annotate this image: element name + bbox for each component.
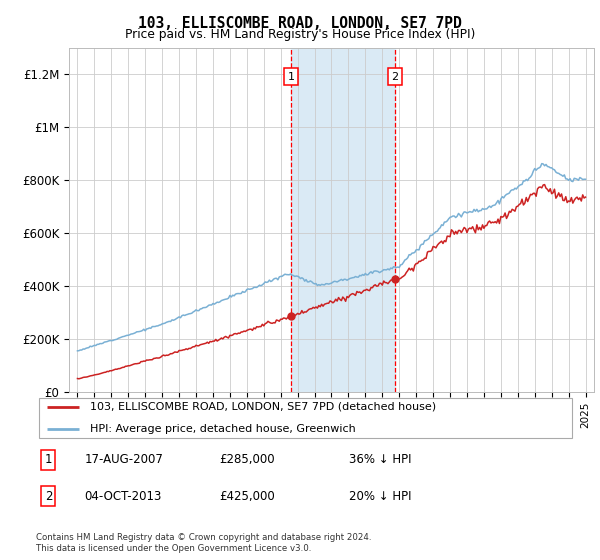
Text: 2: 2 [44, 489, 52, 503]
Bar [291, 48, 395, 392]
Text: Price paid vs. HM Land Registry's House Price Index (HPI): Price paid vs. HM Land Registry's House … [125, 28, 475, 41]
Text: 36% ↓ HPI: 36% ↓ HPI [349, 453, 412, 466]
Text: £285,000: £285,000 [220, 453, 275, 466]
Text: HPI: Average price, detached house, Greenwich: HPI: Average price, detached house, Gree… [90, 424, 356, 433]
FancyBboxPatch shape [39, 398, 572, 438]
Text: 04-OCT-2013: 04-OCT-2013 [85, 489, 162, 503]
Text: 20% ↓ HPI: 20% ↓ HPI [349, 489, 412, 503]
Text: 103, ELLISCOMBE ROAD, LONDON, SE7 7PD (detached house): 103, ELLISCOMBE ROAD, LONDON, SE7 7PD (d… [90, 402, 436, 412]
Text: Contains HM Land Registry data © Crown copyright and database right 2024.
This d: Contains HM Land Registry data © Crown c… [36, 533, 371, 553]
Text: 103, ELLISCOMBE ROAD, LONDON, SE7 7PD: 103, ELLISCOMBE ROAD, LONDON, SE7 7PD [138, 16, 462, 31]
Text: 1: 1 [44, 453, 52, 466]
Text: 17-AUG-2007: 17-AUG-2007 [85, 453, 163, 466]
Text: 1: 1 [288, 72, 295, 82]
Text: 2: 2 [391, 72, 398, 82]
Text: £425,000: £425,000 [220, 489, 275, 503]
